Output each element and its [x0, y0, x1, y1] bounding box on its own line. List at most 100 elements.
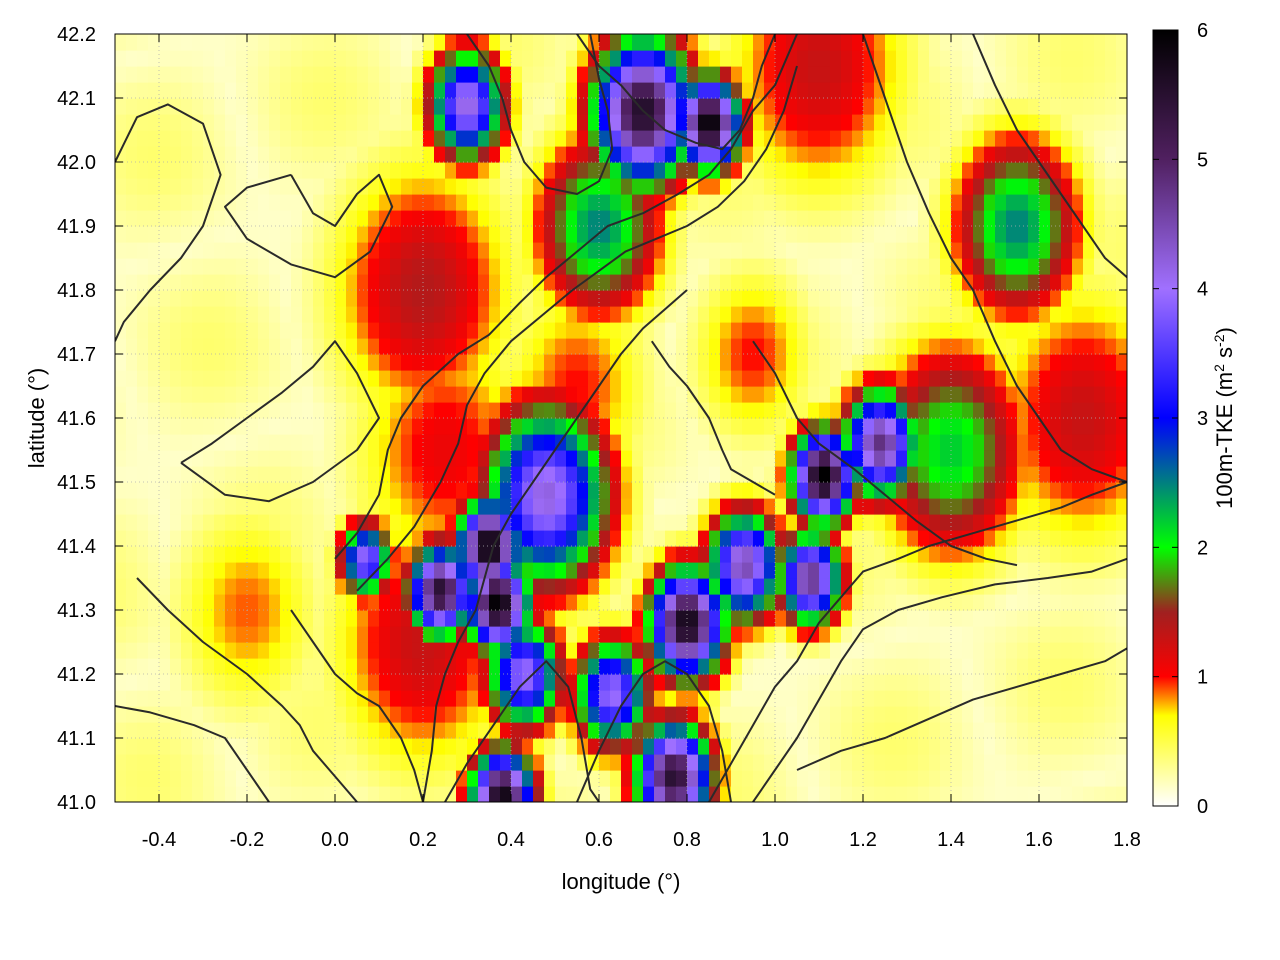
y-tick-label: 41.6 [57, 408, 96, 430]
heatmap-cell [1061, 530, 1073, 547]
heatmap-cell [225, 274, 237, 291]
heatmap-cell [269, 34, 281, 51]
heatmap-cell [764, 338, 776, 355]
heatmap-cell [819, 562, 831, 579]
heatmap-cell [676, 386, 688, 403]
heatmap-cell [940, 194, 952, 211]
heatmap-cell [885, 274, 897, 291]
heatmap-cell [731, 594, 743, 611]
heatmap-cell [1105, 210, 1117, 227]
heatmap-cell [269, 546, 281, 563]
heatmap-cell [159, 418, 171, 435]
heatmap-cell [643, 290, 655, 307]
heatmap-cell [434, 450, 446, 467]
heatmap-cell [522, 498, 534, 515]
heatmap-cell [478, 258, 490, 275]
heatmap-cell [962, 130, 974, 147]
heatmap-cell [819, 546, 831, 563]
heatmap-cell [148, 770, 160, 787]
heatmap-cell [1105, 514, 1117, 531]
heatmap-cell [874, 642, 886, 659]
heatmap-cell [676, 674, 688, 691]
x-tick-label: 0.2 [409, 829, 437, 851]
heatmap-cell [500, 530, 512, 547]
heatmap-cell [797, 354, 809, 371]
heatmap-cell [203, 658, 215, 675]
heatmap-cell [610, 482, 622, 499]
heatmap-cell [599, 418, 611, 435]
heatmap-cell [632, 34, 644, 51]
heatmap-cell [665, 114, 677, 131]
heatmap-cell [1006, 194, 1018, 211]
heatmap-cell [929, 354, 941, 371]
heatmap-cell [159, 514, 171, 531]
heatmap-cell [687, 562, 699, 579]
heatmap-cell [181, 786, 193, 802]
heatmap-cell [313, 482, 325, 499]
heatmap-cell [1116, 50, 1127, 67]
heatmap-cell [951, 130, 963, 147]
heatmap-cell [148, 322, 160, 339]
heatmap-cell [511, 450, 523, 467]
heatmap-cell [390, 466, 402, 483]
heatmap-cell [214, 226, 226, 243]
heatmap-cell [984, 370, 996, 387]
x-tick-label: 1.8 [1113, 829, 1141, 851]
heatmap-cell [181, 50, 193, 67]
heatmap-cell [412, 114, 424, 131]
heatmap-cell [1061, 210, 1073, 227]
heatmap-cell [280, 498, 292, 515]
heatmap-cell [720, 434, 732, 451]
heatmap-cell [643, 530, 655, 547]
heatmap-cell [830, 498, 842, 515]
heatmap-cell [786, 674, 798, 691]
heatmap-cell [500, 690, 512, 707]
heatmap-cell [566, 82, 578, 99]
heatmap-cell [632, 786, 644, 802]
heatmap-cell [401, 706, 413, 723]
heatmap-cell [698, 130, 710, 147]
heatmap-cell [951, 242, 963, 259]
heatmap-cell [390, 434, 402, 451]
heatmap-cell [368, 434, 380, 451]
heatmap-cell [445, 258, 457, 275]
heatmap-cell [467, 722, 479, 739]
heatmap-cell [841, 66, 853, 83]
heatmap-cell [203, 242, 215, 259]
heatmap-cell [456, 178, 468, 195]
heatmap-cell [676, 482, 688, 499]
heatmap-cell [368, 354, 380, 371]
heatmap-cell [456, 434, 468, 451]
heatmap-cell [819, 178, 831, 195]
heatmap-cell [170, 306, 182, 323]
heatmap-cell [731, 514, 743, 531]
heatmap-cell [445, 338, 457, 355]
heatmap-cell [676, 738, 688, 755]
heatmap-cell [577, 722, 589, 739]
heatmap-cell [225, 370, 237, 387]
heatmap-cell [1061, 722, 1073, 739]
heatmap-cell [841, 610, 853, 627]
heatmap-cell [918, 274, 930, 291]
heatmap-cell [841, 578, 853, 595]
heatmap-cell [247, 786, 259, 802]
heatmap-cell [500, 370, 512, 387]
heatmap-cell [588, 402, 600, 419]
heatmap-cell [412, 770, 424, 787]
heatmap-cell [412, 162, 424, 179]
heatmap-cell [368, 194, 380, 211]
heatmap-cell [401, 770, 413, 787]
heatmap-cell [445, 770, 457, 787]
heatmap-cell [346, 114, 358, 131]
heatmap-cell [247, 530, 259, 547]
heatmap-cell [643, 514, 655, 531]
heatmap-cell [214, 98, 226, 115]
heatmap-cell [1006, 226, 1018, 243]
heatmap-cell [1116, 738, 1127, 755]
heatmap-cell [742, 770, 754, 787]
heatmap-cell [863, 402, 875, 419]
heatmap-cell [808, 98, 820, 115]
heatmap-cell [522, 354, 534, 371]
heatmap-cell [467, 610, 479, 627]
heatmap-cell [1061, 466, 1073, 483]
